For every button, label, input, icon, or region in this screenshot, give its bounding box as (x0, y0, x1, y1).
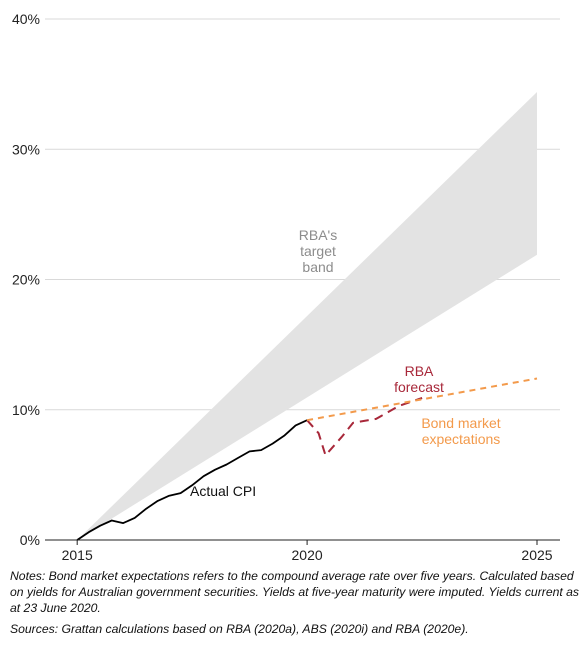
y-tick-label-0: 0% (20, 532, 40, 548)
y-tick-label-40: 40% (12, 11, 40, 27)
target-band-area (77, 91, 538, 540)
sources-text: Sources: Grattan calculations based on R… (10, 622, 469, 636)
annotations: RBA's target band Actual CPI RBA forecast Bond… (190, 227, 501, 499)
chart-notes: Notes: Bond market expectations refers t… (10, 568, 580, 642)
actual-cpi-label: Actual CPI (190, 483, 256, 499)
series-lines (76, 377, 538, 541)
series-line-actual-cpi (76, 419, 308, 541)
y-tick-label-20: 20% (12, 272, 40, 288)
notes-text: Notes: Bond market expectations refers t… (10, 569, 580, 615)
x-tick-label-2025: 2025 (521, 547, 552, 563)
series-line-bond-market-expectations (306, 377, 538, 422)
band-label: RBA's target band (299, 227, 337, 275)
chart: 0% 10% 20% 30% 40% 2015 2020 2025 RBA's target ba… (12, 11, 560, 563)
bond-market-label: Bond market expectations (421, 415, 500, 447)
axes: 0% 10% 20% 30% 40% 2015 2020 2025 (12, 11, 560, 563)
x-tick-label-2015: 2015 (62, 547, 93, 563)
y-tick-label-30: 30% (12, 141, 40, 157)
target-band (77, 91, 538, 540)
x-tick-label-2020: 2020 (292, 547, 323, 563)
y-tick-label-10: 10% (12, 402, 40, 418)
rba-forecast-label: RBA forecast (394, 363, 444, 395)
series-line-rba-forecast (306, 397, 423, 457)
